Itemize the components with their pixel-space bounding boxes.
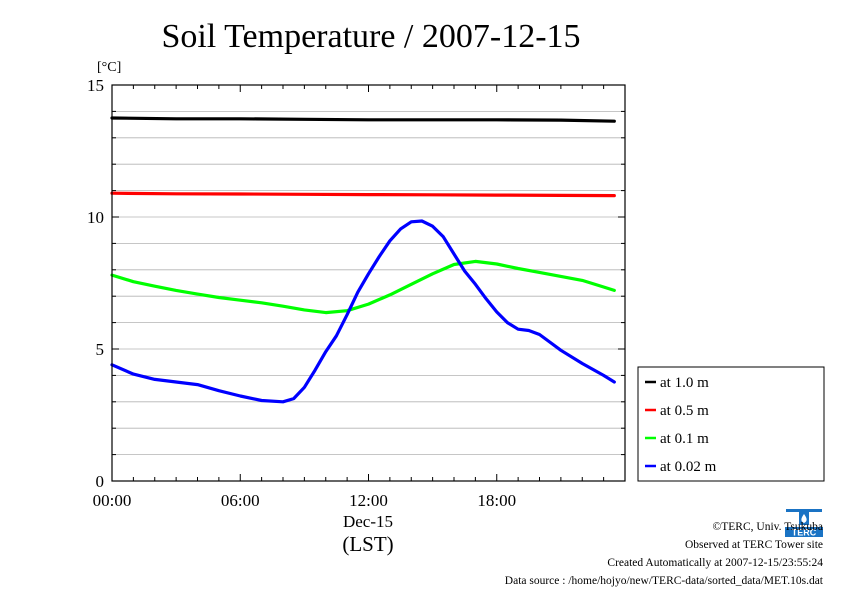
footer-observed: Observed at TERC Tower site bbox=[684, 539, 823, 551]
x-axis-label: (LST) bbox=[342, 532, 393, 556]
x-tick-label: 06:00 bbox=[221, 491, 260, 510]
grid-lines bbox=[112, 111, 625, 456]
y-tick-label: 10 bbox=[87, 208, 104, 227]
terc-logo: TERC bbox=[783, 503, 825, 539]
footer-created: Created Automatically at 2007-12-15/23:5… bbox=[607, 557, 823, 569]
y-tick-label: 0 bbox=[96, 472, 105, 491]
series-lines bbox=[110, 116, 616, 404]
legend-box bbox=[637, 366, 825, 482]
y-axis-unit: [°C] bbox=[97, 60, 121, 75]
series-line-1 bbox=[110, 191, 616, 198]
y-axis: 0 5 10 15 bbox=[87, 76, 625, 491]
legend-label-0: at 1.0 m bbox=[660, 375, 709, 391]
x-axis-date-label: Dec-15 bbox=[343, 512, 393, 531]
footer-source: Data source : /home/hojyo/new/TERC-data/… bbox=[504, 575, 823, 587]
plot-frame bbox=[111, 84, 626, 482]
logo-text: TERC bbox=[792, 528, 817, 538]
series-line-0 bbox=[110, 116, 616, 123]
x-tick-label: 00:00 bbox=[93, 491, 132, 510]
footer-copyright: ©TERC, Univ. Tsukuba bbox=[712, 521, 823, 533]
legend-label-1: at 0.5 m bbox=[660, 403, 709, 419]
series-line-2 bbox=[110, 259, 616, 315]
chart-title: Soil Temperature / 2007-12-15 bbox=[161, 18, 580, 55]
y-tick-label: 5 bbox=[96, 340, 105, 359]
x-tick-label: 12:00 bbox=[349, 491, 388, 510]
legend-label-3: at 0.02 m bbox=[660, 459, 717, 475]
legend: at 1.0 m at 0.5 m at 0.1 m at 0.02 m bbox=[637, 366, 825, 482]
legend-label-2: at 0.1 m bbox=[660, 431, 709, 447]
y-tick-label: 15 bbox=[87, 76, 104, 95]
x-axis: 00:00 06:00 12:00 18:00 bbox=[93, 85, 626, 510]
series-line-3 bbox=[110, 219, 616, 404]
x-tick-label: 18:00 bbox=[477, 491, 516, 510]
